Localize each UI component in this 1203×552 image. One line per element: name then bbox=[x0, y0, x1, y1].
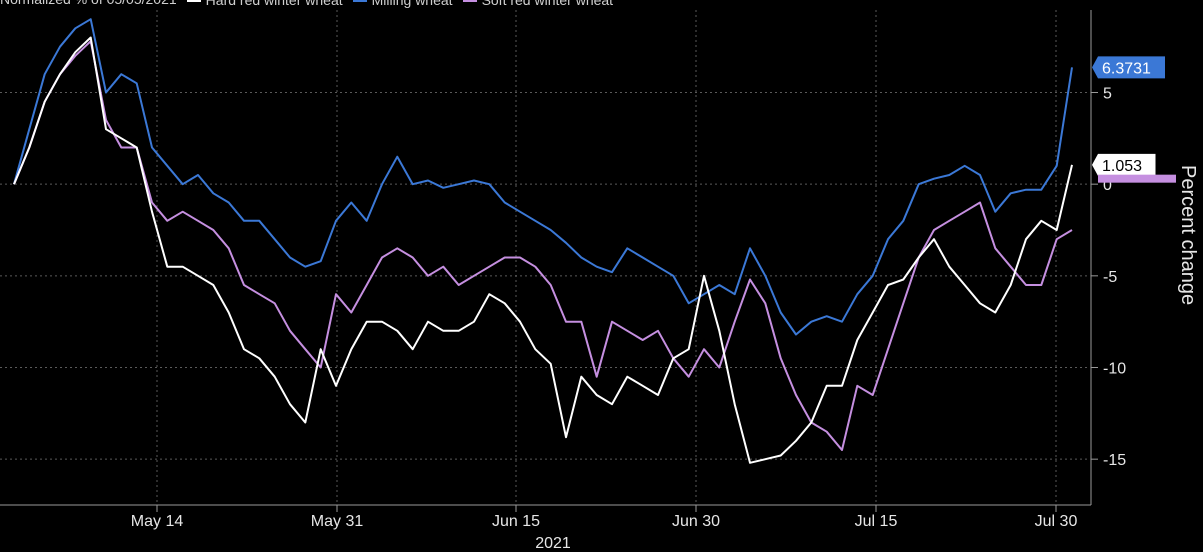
y-tick-label: -15 bbox=[1103, 452, 1126, 469]
x-tick-label: Jul 30 bbox=[1035, 513, 1078, 530]
x-tick-label: Jun 15 bbox=[492, 513, 540, 530]
x-tick-label: May 31 bbox=[311, 513, 364, 530]
x-tick-labels: May 14 May 31 Jun 15 Jun 30 Jul 15 Jul 30 bbox=[131, 513, 1078, 530]
legend-label-milling: Milling wheat bbox=[371, 0, 453, 8]
series-layer bbox=[13, 18, 1073, 464]
legend-item-soft-red: Soft red winter wheat bbox=[462, 0, 614, 9]
series-line-2 bbox=[13, 36, 1073, 464]
legend-normalized-label: Normalized % of 05/05/2021 bbox=[0, 0, 177, 9]
y-tick-label: 5 bbox=[1103, 86, 1112, 103]
legend-item-milling: Milling wheat bbox=[352, 0, 453, 9]
x-tick-label: Jun 30 bbox=[672, 513, 720, 530]
y-axis-label: Percent change bbox=[1177, 165, 1199, 305]
last-value-label-2: 1.053 bbox=[1102, 158, 1142, 175]
series-line-0 bbox=[13, 18, 1073, 336]
legend-label-hard-red: Hard red winter wheat bbox=[205, 0, 343, 8]
soft-red-end-marker bbox=[1098, 174, 1176, 183]
x-axis-year-label: 2021 bbox=[535, 535, 571, 552]
legend-item-hard-red: Hard red winter wheat bbox=[186, 0, 343, 9]
last-value-badge-0 bbox=[1092, 56, 1165, 79]
y-tick-label: -10 bbox=[1103, 361, 1126, 378]
series-line-1 bbox=[13, 40, 1073, 451]
last-value-badge-2 bbox=[1092, 153, 1156, 176]
last-value-badges: 6.3731 1.053 bbox=[1092, 56, 1176, 183]
x-tick-label: Jul 15 bbox=[855, 513, 898, 530]
y-tick-label: 0 bbox=[1103, 177, 1112, 194]
y-tick-labels: 5 0 -5 -10 -15 bbox=[1103, 86, 1126, 470]
legend-swatch-soft-red bbox=[462, 0, 477, 2]
legend-swatch-hard-red bbox=[186, 0, 201, 2]
last-value-label-0: 6.3731 bbox=[1102, 60, 1151, 77]
x-tick-label: May 14 bbox=[131, 513, 184, 530]
y-tick-label: -5 bbox=[1103, 269, 1117, 286]
legend-swatch-milling bbox=[352, 0, 367, 2]
legend: Normalized % of 05/05/2021 Hard red wint… bbox=[0, 0, 613, 9]
legend-label-soft-red: Soft red winter wheat bbox=[481, 0, 614, 8]
